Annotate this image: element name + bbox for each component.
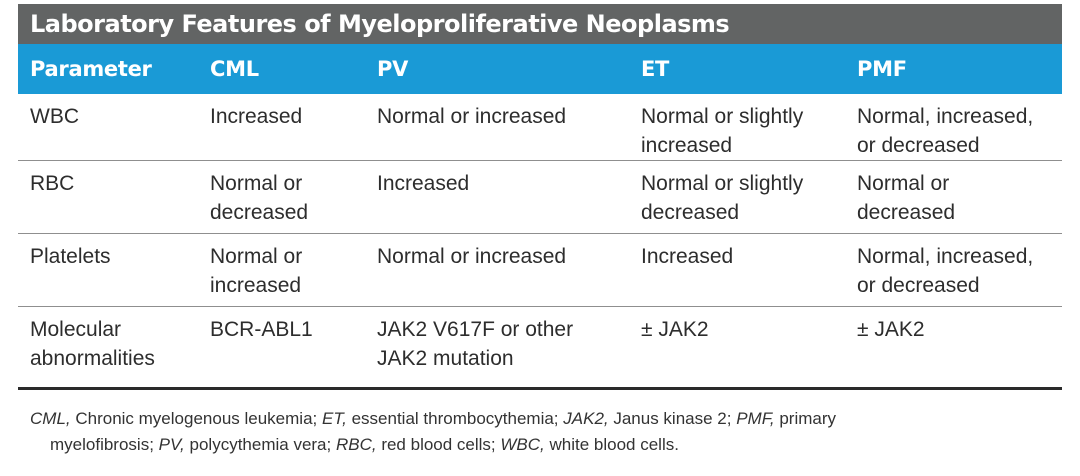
cell-pv: JAK2 V617F or other JAK2 mutation [365, 306, 629, 390]
cell-line: Increased [377, 172, 470, 195]
footnote-definition: essential thrombocythemia; [346, 409, 564, 428]
cell-line: Normal or increased [377, 245, 567, 268]
cell-pv: Normal or increased [365, 233, 629, 307]
cell-pmf: Normal, increased, or decreased [845, 233, 1062, 307]
cell-line: Molecular [30, 318, 122, 341]
footnote-abbreviation: WBC, [500, 435, 545, 454]
cell-cml: Normal or decreased [198, 160, 365, 234]
cell-et: ± JAK2 [629, 306, 845, 390]
table-row: Platelets Normal or increased Normal or inc… [18, 233, 1062, 307]
cell-line: Platelets [30, 245, 111, 268]
footnote-abbreviation: RBC, [335, 435, 377, 454]
cell-line: JAK2 mutation [377, 347, 514, 370]
cell-line: Normal or [857, 172, 950, 195]
footnote-definition: Chronic myelogenous leukemia; [70, 409, 322, 428]
header-et: ET [641, 57, 670, 81]
footnote-abbreviation: JAK2, [563, 409, 609, 428]
footnote-definition: white blood cells. [544, 435, 679, 454]
cell-pmf: ± JAK2 [845, 306, 1062, 390]
cell-line: Normal or [210, 245, 303, 268]
header-pmf: PMF [857, 57, 907, 81]
footnote-definition: Janus kinase 2; [608, 409, 737, 428]
table-body: WBC Increased Normal or increased Normal or… [18, 94, 1062, 390]
cell-line: ± JAK2 [641, 318, 709, 341]
cell-line: Increased [210, 105, 303, 128]
cell-cml: Normal or increased [198, 233, 365, 307]
cell-pv: Normal or increased [365, 94, 629, 161]
header-parameter: Parameter [30, 57, 152, 81]
cell-line: ± JAK2 [857, 318, 925, 341]
header-cml: CML [210, 57, 259, 81]
cell-pmf: Normal or decreased [845, 160, 1062, 234]
footnote-line-2: myelofibrosis; PV, polycythemia vera; RB… [30, 432, 1062, 458]
footnote-definition: red blood cells; [376, 435, 501, 454]
cell-line: Normal or [210, 172, 303, 195]
cell-pmf: Normal, increased, or decreased [845, 94, 1062, 161]
cell-line: Normal or slightly [641, 105, 804, 128]
cell-parameter: Molecular abnormalities [18, 306, 198, 390]
cell-pv: Increased [365, 160, 629, 234]
cell-cml: Increased [198, 94, 365, 161]
header-row: Parameter CML PV ET PMF [18, 44, 1062, 94]
footnote-line-1: CML, Chronic myelogenous leukemia; ET, e… [30, 409, 836, 428]
lab-features-table: Parameter CML PV ET PMF WBC Increased Norm… [18, 44, 1062, 390]
cell-et: Increased [629, 233, 845, 307]
footnote-abbreviation: ET, [321, 409, 347, 428]
table-title-bar: Laboratory Features of Myeloproliferativ… [18, 4, 1062, 44]
cell-et: Normal or slightly increased [629, 94, 845, 161]
footnote-definition: primary [774, 409, 837, 428]
cell-line: increased [641, 134, 733, 157]
cell-et: Normal or slightly decreased [629, 160, 845, 234]
cell-parameter: Platelets [18, 233, 198, 307]
cell-line: Normal or slightly [641, 172, 804, 195]
cell-line: or decreased [857, 274, 980, 297]
cell-line: WBC [30, 105, 79, 128]
cell-line: abnormalities [30, 347, 155, 370]
cell-line: increased [210, 274, 302, 297]
table-row: RBC Normal or decreased Increased Normal or … [18, 160, 1062, 234]
cell-line: Increased [641, 245, 734, 268]
footnote-definition: myelofibrosis; [50, 435, 159, 454]
footnote-definition: polycythemia vera; [184, 435, 336, 454]
cell-line: Normal, increased, [857, 105, 1034, 128]
cell-parameter: RBC [18, 160, 198, 234]
table-title: Laboratory Features of Myeloproliferativ… [30, 10, 730, 38]
cell-line: decreased [210, 201, 309, 224]
footnote-abbreviation: PMF, [736, 409, 775, 428]
cell-line: or decreased [857, 134, 980, 157]
cell-line: BCR-ABL1 [210, 318, 313, 341]
header-pv: PV [377, 57, 409, 81]
cell-cml: BCR-ABL1 [198, 306, 365, 390]
cell-line: JAK2 V617F or other [377, 318, 574, 341]
cell-parameter: WBC [18, 94, 198, 161]
cell-line: RBC [30, 172, 75, 195]
table-footnote: CML, Chronic myelogenous leukemia; ET, e… [18, 406, 1062, 458]
cell-line: Normal, increased, [857, 245, 1034, 268]
cell-line: Normal or increased [377, 105, 567, 128]
footnote-abbreviation: PV, [158, 435, 185, 454]
footnote-abbreviation: CML, [30, 409, 71, 428]
cell-line: decreased [857, 201, 956, 224]
cell-line: decreased [641, 201, 740, 224]
table-row: WBC Increased Normal or increased Normal or… [18, 94, 1062, 161]
table-row: Molecular abnormalities BCR-ABL1 JAK2 V617F… [18, 306, 1062, 390]
